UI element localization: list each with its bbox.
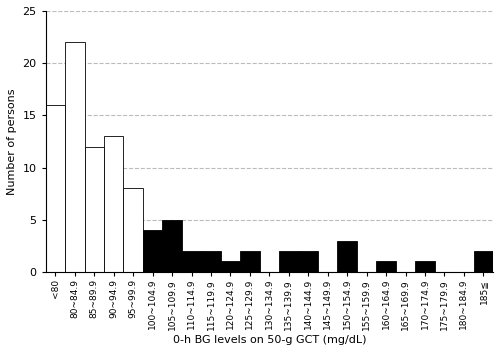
Bar (279, 251, 298, 272)
Bar (240, 251, 260, 272)
Bar (104, 136, 124, 272)
Bar (46, 105, 65, 272)
Bar (220, 262, 240, 272)
Bar (376, 262, 396, 272)
Bar (124, 188, 143, 272)
Bar (474, 251, 493, 272)
Bar (182, 251, 202, 272)
Bar (298, 251, 318, 272)
Bar (338, 241, 357, 272)
Bar (202, 251, 220, 272)
Bar (415, 262, 434, 272)
X-axis label: 0-h BG levels on 50-g GCT (mg/dL): 0-h BG levels on 50-g GCT (mg/dL) (172, 335, 366, 345)
Bar (65, 42, 84, 272)
Bar (143, 230, 163, 272)
Y-axis label: Number of persons: Number of persons (7, 88, 17, 195)
Bar (162, 220, 182, 272)
Bar (84, 147, 104, 272)
